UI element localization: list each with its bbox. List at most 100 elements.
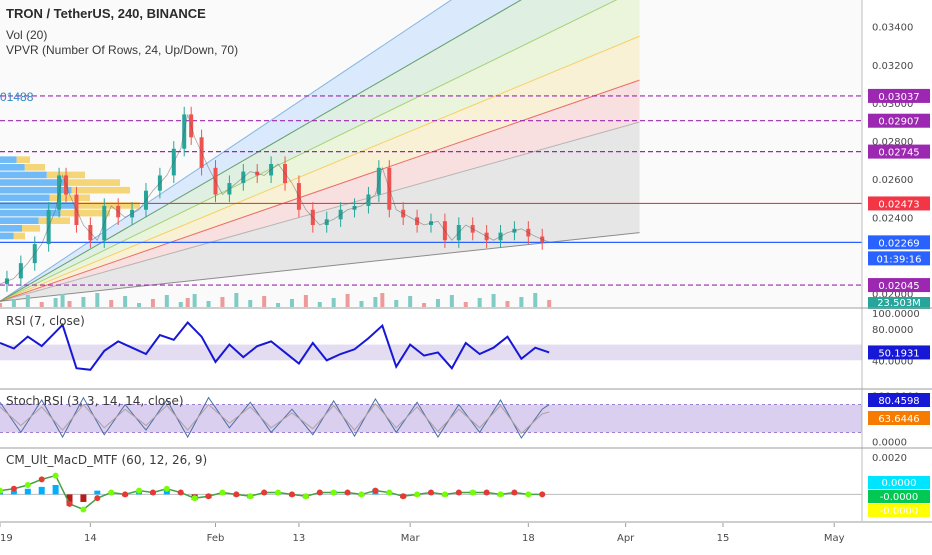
macd-signal-dot [441, 491, 448, 498]
macd-signal-dot [344, 489, 351, 496]
level-tag-label: 0.02045 [878, 281, 919, 292]
level-tag-bg [868, 235, 930, 250]
stoch-pane: Stoch RSI (3, 3, 14, 14, close)0.0000100… [0, 391, 930, 449]
volume-bar [373, 297, 378, 307]
vp-bar-up [0, 186, 72, 194]
vp-bar-up [0, 171, 47, 179]
vp-bar-down [71, 186, 130, 194]
macd-signal-dot [469, 489, 476, 496]
vp-bar-down [24, 163, 45, 171]
macd-signal-dot [302, 493, 309, 500]
fan-band [0, 0, 640, 302]
left-value: 01488 [0, 90, 34, 104]
volume-bar [408, 296, 413, 307]
vp-bar-up [0, 179, 66, 186]
stoch-tag-bg [868, 411, 930, 425]
macd-signal-dot [38, 476, 45, 483]
rsi-title: RSI (7, close) [6, 314, 85, 328]
macd-signal-dot [233, 491, 240, 498]
vp-bar-up [0, 209, 61, 217]
volume-bar [331, 298, 336, 307]
rsi-tick-label: 80.0000 [872, 325, 913, 336]
volume-bar [359, 301, 364, 307]
volume-bar [95, 293, 100, 307]
price-tick-label: 0.02000 [872, 290, 913, 301]
rsi-value-tag: 50.1931 [868, 345, 930, 360]
macd-bar [66, 494, 73, 506]
volume-bar [380, 293, 385, 307]
level-tag: 0.02269 [868, 235, 930, 250]
vpvr-line: VPVR (Number Of Rows, 24, Up/Down, 70) [6, 43, 239, 57]
stoch-value-tag: 63.6446 [868, 411, 930, 425]
macd-tag-bg [868, 476, 930, 489]
time-tick-label: 13 [293, 533, 306, 544]
price-tick-label: 0.02800 [872, 137, 913, 148]
volume-bar [491, 294, 496, 307]
volume-bar [220, 297, 225, 307]
macd-tag-bg [868, 490, 930, 503]
volume-bar [547, 300, 552, 307]
macd-signal-dot [525, 491, 532, 498]
macd-signal-dot [108, 489, 115, 496]
level-tag-label: 0.02269 [878, 238, 919, 249]
volume-profile [0, 156, 140, 240]
level-tag-label: 0.02907 [878, 117, 919, 128]
vp-bar-down [13, 232, 25, 240]
volume-bar [449, 295, 454, 307]
volume-bar [345, 294, 350, 307]
price-tick-label: 0.03400 [872, 23, 913, 34]
volume-bar [435, 299, 440, 307]
header-lines: TRON / TetherUS, 240, BINANCE Vol (20) V… [6, 6, 238, 58]
macd-signal-dot [177, 489, 184, 496]
macd-signal-dot [163, 485, 170, 492]
vp-bar-down [66, 179, 120, 186]
macd-bar [94, 490, 101, 495]
level-tag-label: 0.02473 [878, 199, 919, 210]
volume-bar [137, 303, 142, 307]
volume-bar [39, 302, 44, 307]
time-tick-label: Mar [401, 533, 421, 544]
level-tag: 0.02473 [868, 196, 930, 211]
volume-bar [206, 301, 211, 307]
macd-bar [24, 488, 31, 495]
macd-signal-dot [136, 487, 143, 494]
macd-bar [80, 494, 87, 502]
price-tick-label: 0.03200 [872, 61, 913, 72]
rsi-tick-label: 40.0000 [872, 356, 913, 367]
macd-signal-dot [358, 491, 365, 498]
volume-bar [289, 299, 294, 307]
volume-tag: 23.503M [868, 297, 930, 309]
vol-line: Vol (20) [6, 28, 48, 42]
vp-bar-down [60, 209, 110, 217]
volume-bar [81, 297, 86, 307]
volume-bar [123, 296, 128, 307]
volume-bar [164, 295, 169, 307]
vp-bar-up [0, 194, 50, 202]
time-tick-label: Apr [617, 533, 635, 544]
macd-signal-dot [330, 489, 337, 496]
volume-bar [248, 300, 253, 307]
vp-bar-up [0, 163, 25, 171]
macd-signal-dot [94, 495, 101, 502]
volume-bar [178, 302, 183, 307]
price-tick-label: 0.02600 [872, 175, 913, 186]
stoch-tag-label: 63.6446 [878, 414, 919, 425]
rsi-tag-bg [868, 345, 930, 360]
macd-tag-label: -0.0000 [880, 506, 919, 517]
macd-signal-dot [52, 472, 59, 479]
price-tick-label: 0.03000 [872, 99, 913, 110]
macd-signal-dot [0, 487, 3, 494]
fan-lines [0, 0, 640, 302]
time-tick-label: 18 [522, 533, 535, 544]
time-tick-label: 2019 [0, 533, 13, 544]
time-tick-label: May [824, 533, 845, 544]
macd-pane: CM_Ult_MacD_MTF (60, 12, 26, 9) 0.0020 0.0… [0, 453, 930, 520]
time-axis: 2019 14 Feb 13 Mar 18 Apr 15 May [0, 523, 932, 550]
macd-signal-dot [497, 491, 504, 498]
volume-bar [303, 295, 308, 307]
volume-tag-label: 23.503M [877, 298, 921, 309]
macd-signal-dot [400, 493, 407, 500]
macd-value-tag: -0.0000 [868, 504, 930, 517]
volume-bar [463, 302, 468, 307]
